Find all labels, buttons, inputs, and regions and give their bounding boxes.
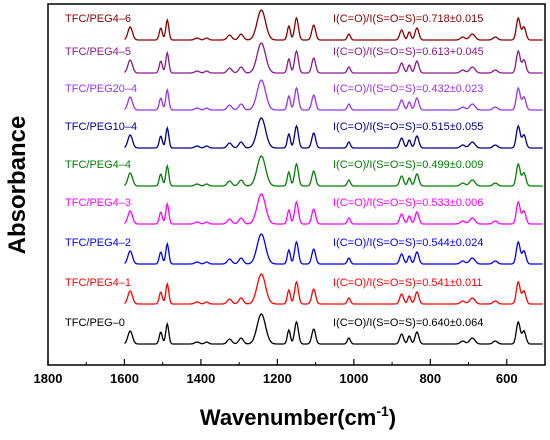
ratio-label: I(C=O)/I(S=O=S)=0.613+0.045 (333, 46, 484, 58)
x-tick-label: 1000 (339, 371, 368, 386)
spectrum-line (124, 79, 543, 111)
ratio-labels-group: I(C=O)/I(S=O=S)=0.718±0.015 I(C=O)/I(S=O=… (333, 13, 484, 329)
ratio-label: I(C=O)/I(S=O=S)=0.432±0.023 (333, 83, 483, 95)
ratio-label: I(C=O)/I(S=O=S)=0.544±0.024 (333, 237, 483, 249)
x-tick-label: 1600 (110, 371, 139, 386)
spectrum-line (124, 233, 543, 265)
x-axis-label-main: Wavenumber(cm (200, 405, 376, 430)
x-axis-label-superscript: -1 (376, 403, 389, 419)
series-label: TFC/PEG20–4 (65, 83, 137, 95)
y-axis-label: Absorbance (4, 116, 31, 255)
ratio-label: I(C=O)/I(S=O=S)=0.533±0.006 (333, 197, 483, 209)
series-label: TFC/PEG4–1 (65, 277, 131, 289)
ratio-label: I(C=O)/I(S=O=S)=0.541±0.011 (333, 277, 483, 289)
x-axis-ticks: 1800 1600 1400 1200 1000 800 600 (34, 359, 518, 386)
spectrum-line (124, 155, 543, 187)
series-label: TFC/PEG4–3 (65, 197, 131, 209)
x-tick-label: 1200 (263, 371, 292, 386)
series-label: TFC/PEG4–5 (65, 46, 131, 58)
x-tick-label: 600 (496, 371, 518, 386)
spectrum-line (124, 117, 543, 149)
x-axis-label: Wavenumber(cm-1) (200, 403, 396, 430)
series-label: TFC/PEG4–4 (65, 159, 131, 171)
series-label: TFC/PEG4–6 (65, 13, 131, 25)
x-tick-label: 800 (419, 371, 441, 386)
series-label: TFC/PEG4–2 (65, 237, 131, 249)
ratio-label: I(C=O)/I(S=O=S)=0.515±0.055 (333, 121, 483, 133)
spectra-group (124, 9, 543, 345)
spectrum-line (124, 193, 543, 225)
spectrum-line (124, 42, 543, 74)
x-axis-label-close: ) (389, 405, 396, 430)
spectrum-line (124, 313, 543, 345)
series-labels-group: TFC/PEG4–6 TFC/PEG4–5 TFC/PEG20–4 TFC/PEG10… (65, 13, 137, 329)
x-tick-label: 1400 (186, 371, 215, 386)
series-label: TFC/PEG10–4 (65, 121, 137, 133)
ratio-label: I(C=O)/I(S=O=S)=0.718±0.015 (333, 13, 483, 25)
x-tick-label: 1800 (34, 371, 63, 386)
ratio-label: I(C=O)/I(S=O=S)=0.499±0.009 (333, 159, 483, 171)
spectrum-line (124, 273, 543, 305)
ratio-label: I(C=O)/I(S=O=S)=0.640±0.064 (333, 317, 483, 329)
spectrum-line (124, 9, 543, 41)
series-label: TFC/PEG–0 (65, 317, 125, 329)
plot-frame (47, 3, 546, 366)
